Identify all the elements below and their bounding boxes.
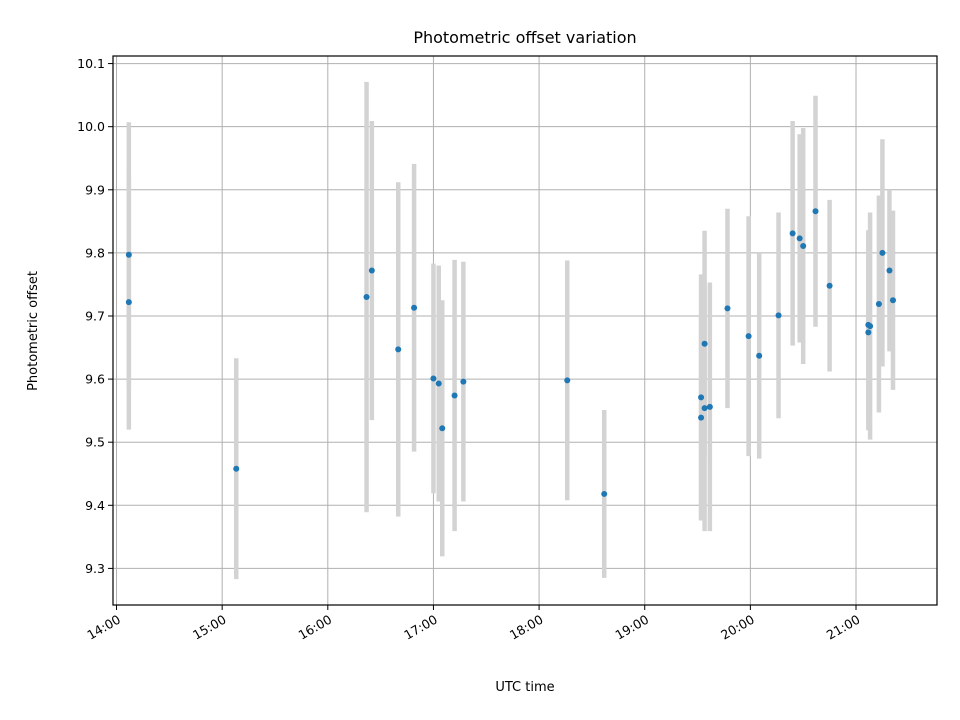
y-tick-label: 9.6 (85, 372, 105, 387)
x-tick-label: 15:00 (190, 612, 229, 643)
data-point (826, 282, 833, 289)
data-point (701, 405, 708, 412)
data-point (775, 312, 782, 319)
data-point (879, 249, 886, 256)
data-point (796, 235, 803, 242)
y-tick-label: 9.8 (85, 245, 105, 260)
x-tick-label: 20:00 (718, 612, 757, 643)
data-point (701, 340, 708, 347)
data-points (125, 208, 896, 497)
data-point (601, 490, 608, 497)
chart-title: Photometric offset variation (413, 28, 636, 47)
data-point (875, 300, 882, 307)
data-point (460, 378, 467, 385)
data-point (368, 267, 375, 274)
data-point (233, 465, 240, 472)
data-point (706, 403, 713, 410)
x-tick-label: 17:00 (401, 612, 440, 643)
x-tick-label: 21:00 (824, 612, 863, 643)
plot-frame (112, 55, 938, 606)
data-point (886, 267, 893, 274)
y-axis-label: Photometric offset (26, 271, 41, 391)
error-bars (126, 81, 896, 580)
y-tick-label: 9.7 (85, 308, 105, 323)
y-tick-label: 9.3 (85, 561, 105, 576)
data-point (756, 352, 763, 359)
data-point (698, 414, 705, 421)
data-point (865, 329, 872, 336)
data-point (564, 377, 571, 384)
data-point (724, 305, 731, 312)
y-tick-label: 9.4 (85, 498, 105, 513)
x-tick-label: 16:00 (296, 612, 335, 643)
data-point (867, 323, 874, 330)
data-point (411, 304, 418, 311)
y-tick-label: 10.1 (77, 56, 105, 71)
data-point (451, 392, 458, 399)
data-point (125, 299, 132, 306)
y-tick-label: 9.9 (85, 182, 105, 197)
data-point (439, 425, 446, 432)
x-axis-label: UTC time (495, 680, 554, 695)
data-point (698, 394, 705, 401)
x-tick-label: 18:00 (507, 612, 546, 643)
data-point (435, 380, 442, 387)
data-point (125, 251, 132, 258)
data-point (430, 375, 437, 382)
data-point (789, 230, 796, 237)
y-tick-label: 10.0 (77, 119, 105, 134)
data-point (812, 208, 819, 215)
data-point (745, 333, 752, 340)
data-point (363, 294, 370, 301)
axis-ticks: 14:00 15:00 16:00 17:00 18:00 19:00 20:00 21:00… (77, 56, 862, 643)
data-point (800, 242, 807, 249)
x-tick-label: 14:00 (84, 612, 123, 643)
data-point (889, 297, 896, 304)
y-tick-label: 9.5 (85, 435, 105, 450)
data-point (395, 346, 402, 353)
x-tick-label: 19:00 (613, 612, 652, 643)
